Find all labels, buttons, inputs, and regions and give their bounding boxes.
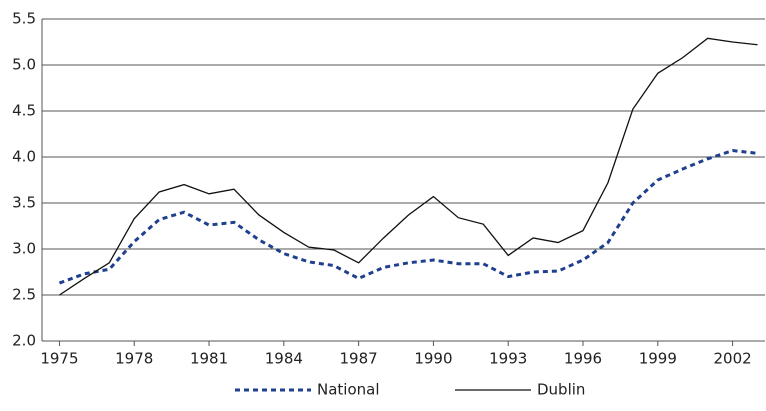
y-tick-label: 3.5 — [12, 194, 36, 212]
x-tick-label: 1975 — [40, 350, 78, 368]
x-tick-label: 1978 — [115, 350, 153, 368]
x-tick-label: 1999 — [639, 350, 677, 368]
x-tick-label: 1990 — [414, 350, 452, 368]
legend-label: National — [317, 381, 380, 399]
x-tick-label: 2002 — [713, 350, 751, 368]
y-tick-label: 4.5 — [12, 102, 36, 120]
x-tick-label: 1981 — [190, 350, 228, 368]
x-tick-label: 1993 — [489, 350, 527, 368]
y-tick-label: 5.0 — [12, 56, 36, 74]
y-tick-label: 5.5 — [12, 10, 36, 28]
y-tick-label: 2.5 — [12, 286, 36, 304]
line-series — [58, 149, 758, 285]
y-tick-label: 2.0 — [12, 332, 36, 350]
x-tick-label: 1996 — [564, 350, 602, 368]
legend-label: Dublin — [537, 381, 585, 399]
y-tick-label: 3.0 — [12, 240, 36, 258]
y-tick-label: 4.0 — [12, 148, 36, 166]
x-tick-label: 1987 — [340, 350, 378, 368]
line-series — [59, 37, 758, 296]
x-tick-label: 1984 — [265, 350, 303, 368]
